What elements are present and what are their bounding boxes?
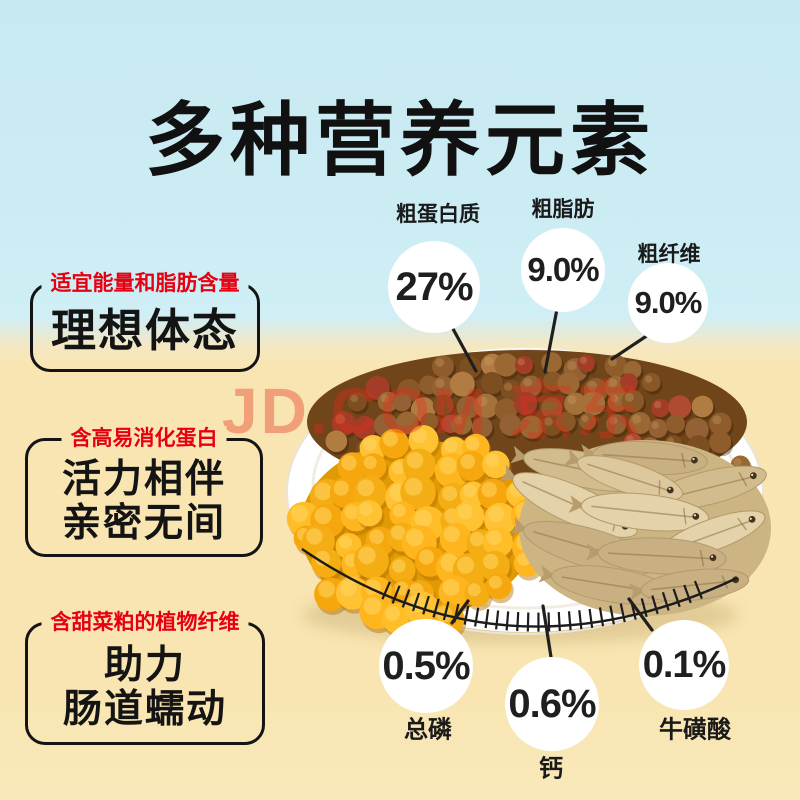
nutrient-label-phosphorus: 总磷 <box>404 716 452 744</box>
nutrient-label-taurine: 牛磺酸 <box>659 716 731 744</box>
nutrient-label-crude-fiber: 粗纤维 <box>637 243 701 266</box>
hatch-underline <box>301 548 738 632</box>
feature-tag: 含高易消化蛋白 <box>61 426 227 451</box>
feature-box-fiber: 含甜菜粕的植物纤维 助力 肠道蠕动 <box>25 610 265 745</box>
nutrient-value: 0.1% <box>642 643 727 686</box>
feature-text: 助力 <box>103 643 186 687</box>
nutrient-bubble-crude-fat: 9.0% <box>521 228 605 312</box>
feature-text: 亲密无间 <box>61 501 226 545</box>
dried-fish-pile <box>498 440 771 616</box>
nutrient-bubble-phosphorus: 0.5% <box>379 619 473 713</box>
nutrient-label-crude-fat: 粗脂肪 <box>531 198 595 221</box>
feature-tag: 含甜菜粕的植物纤维 <box>41 610 249 635</box>
feature-text: 肠道蠕动 <box>62 687 227 731</box>
nutrient-value: 27% <box>395 264 473 309</box>
feature-text: 活力相伴 <box>61 457 226 501</box>
nutrient-bubble-crude-protein: 27% <box>388 241 480 333</box>
nutrient-value: 0.6% <box>508 681 596 726</box>
kibble-pile <box>307 350 753 513</box>
connector-lines <box>450 307 654 659</box>
nutrient-value: 9.0% <box>527 251 599 288</box>
nutrient-label-crude-protein: 粗蛋白质 <box>396 203 480 226</box>
feature-text: 理想体态 <box>50 305 239 357</box>
nutrient-bubble-crude-fiber: 9.0% <box>628 263 708 343</box>
feature-tag: 适宜能量和脂肪含量 <box>41 271 249 296</box>
nutrient-value: 9.0% <box>634 285 703 320</box>
feature-box-protein: 含高易消化蛋白 活力相伴 亲密无间 <box>25 426 263 557</box>
nutrient-bubble-taurine: 0.1% <box>639 620 729 710</box>
nutrient-label-calcium: 钙 <box>539 755 563 783</box>
feature-box-body-shape: 适宜能量和脂肪含量 理想体态 <box>30 271 260 372</box>
page-title: 多种营养元素 <box>145 96 655 185</box>
nutrient-bubble-calcium: 0.6% <box>505 657 599 751</box>
nutrient-value: 0.5% <box>382 643 470 688</box>
